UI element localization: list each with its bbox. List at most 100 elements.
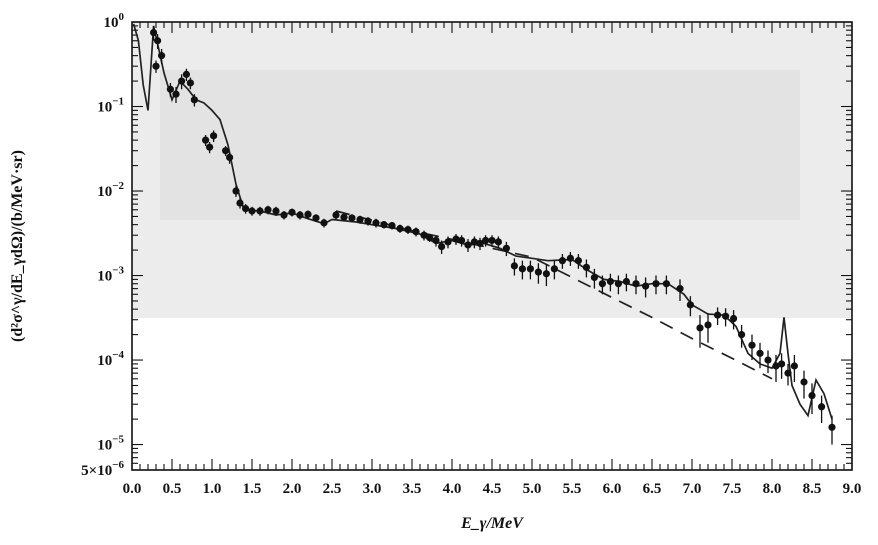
data-point xyxy=(730,314,738,323)
x-tick-label: 9.0 xyxy=(843,481,862,497)
data-point xyxy=(178,77,186,85)
y-tick-labels: 100 10−1 10−2 10−3 10−4 10−5 5×10−6 xyxy=(81,11,124,479)
x-tick-label: 6.5 xyxy=(643,481,662,497)
data-point xyxy=(464,241,472,249)
data-point xyxy=(582,263,591,271)
data-point xyxy=(152,62,160,70)
data-point xyxy=(202,136,210,144)
data-point xyxy=(482,236,490,245)
data-point xyxy=(550,265,559,273)
data-point xyxy=(248,207,256,215)
y-tick-label: 10−4 xyxy=(97,349,124,369)
data-point xyxy=(404,225,412,234)
plot-frame xyxy=(131,21,853,471)
x-tick-label: 5.5 xyxy=(563,481,582,497)
data-point xyxy=(800,378,808,386)
x-tick-label: 3.0 xyxy=(363,481,382,497)
data-point xyxy=(772,362,780,370)
data-point xyxy=(756,349,764,357)
data-point xyxy=(206,143,214,151)
data-point xyxy=(438,242,446,251)
data-point xyxy=(426,234,434,242)
data-point xyxy=(652,280,660,288)
points-layer xyxy=(150,25,836,445)
data-point xyxy=(676,285,684,293)
y-tick-label: 5×10−6 xyxy=(81,459,124,479)
data-point xyxy=(348,214,356,222)
x-tick-label: 2.5 xyxy=(323,481,342,497)
data-point xyxy=(150,28,158,37)
data-point xyxy=(642,282,650,290)
data-point xyxy=(356,215,364,224)
data-point xyxy=(748,341,756,349)
data-point xyxy=(420,231,428,239)
data-point xyxy=(242,204,250,213)
data-point xyxy=(632,280,640,288)
data-point xyxy=(470,238,478,246)
x-tick-label: 0.5 xyxy=(163,481,182,497)
x-tick-label: 7.5 xyxy=(723,481,742,497)
x-tick-label: 7.0 xyxy=(683,481,702,497)
data-point xyxy=(186,79,194,87)
data-point xyxy=(526,265,535,273)
x-tick-label: 1.0 xyxy=(203,481,222,497)
data-point xyxy=(158,52,166,60)
data-point xyxy=(332,211,340,219)
data-point xyxy=(542,270,551,278)
data-point xyxy=(388,221,396,230)
x-tick-label: 8.5 xyxy=(803,481,822,497)
x-tick-label: 4.0 xyxy=(443,481,462,497)
data-point xyxy=(304,210,312,218)
data-point xyxy=(320,219,328,227)
data-point xyxy=(412,228,420,236)
data-point xyxy=(452,235,460,243)
data-point xyxy=(432,236,440,245)
y-axis-title: (d²σ^γ/dE_γdΩ)/(b/MeV·sr) xyxy=(9,150,26,342)
data-point xyxy=(764,356,772,364)
data-point xyxy=(662,280,671,288)
dashed-calculation-curve xyxy=(335,210,773,380)
data-point xyxy=(686,301,695,309)
data-point xyxy=(590,273,599,282)
data-point xyxy=(790,362,799,370)
data-point xyxy=(256,207,264,215)
data-point xyxy=(296,211,304,219)
data-point xyxy=(166,85,174,93)
y-tick-label: 10−2 xyxy=(97,180,124,200)
y-tick-label: 100 xyxy=(104,11,125,31)
data-point xyxy=(494,238,502,246)
y-tick-label: 10−3 xyxy=(97,265,124,285)
data-point xyxy=(444,238,452,246)
x-tick-label: 6.0 xyxy=(603,481,622,497)
data-point xyxy=(476,239,484,248)
data-point xyxy=(614,280,623,288)
data-point xyxy=(232,187,240,195)
data-point xyxy=(722,312,730,320)
x-tick-label: 8.0 xyxy=(763,481,782,497)
x-tick-label: 5.0 xyxy=(523,481,542,497)
x-tick-label: 1.5 xyxy=(243,481,262,497)
data-point xyxy=(458,236,466,245)
data-point xyxy=(574,257,583,265)
data-point xyxy=(510,262,518,270)
x-tick-label: 3.5 xyxy=(403,481,422,497)
data-point xyxy=(518,265,527,273)
data-point xyxy=(396,224,404,233)
data-point xyxy=(502,244,510,252)
data-point xyxy=(190,96,198,104)
y-tick-label: 10−1 xyxy=(97,96,124,116)
data-point xyxy=(714,311,722,319)
data-point xyxy=(606,277,615,286)
data-point xyxy=(738,331,746,339)
data-point xyxy=(808,391,816,400)
data-point xyxy=(264,206,272,214)
data-point xyxy=(340,213,348,221)
data-point xyxy=(818,403,826,411)
data-point xyxy=(226,153,234,161)
data-point xyxy=(558,257,567,265)
data-point xyxy=(704,321,712,329)
data-point xyxy=(280,211,288,219)
data-point xyxy=(784,369,792,377)
